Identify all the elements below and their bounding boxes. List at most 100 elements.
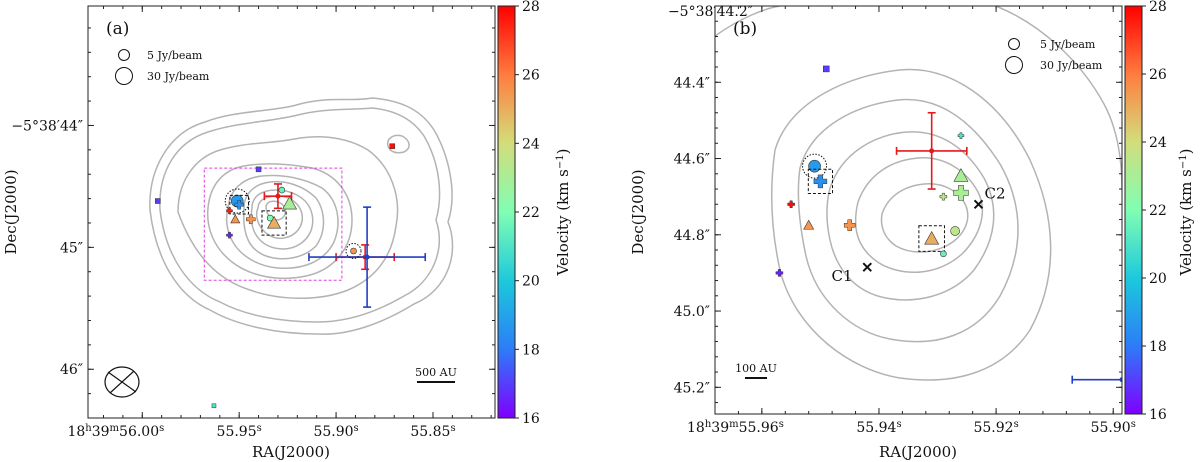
- colorbar-tick-label: 16: [1149, 407, 1167, 423]
- panel-a-frame: [87, 5, 496, 419]
- panel-a-ticks: 18h39m56.00s 55.95s 55.90s 55.85s −5°38′44″ 4…: [11, 6, 495, 440]
- colorbar-label: Velocity (km s−1): [1177, 149, 1195, 277]
- x-tick-label: 18h39m55.96s: [687, 419, 784, 437]
- core-cross-marker: [973, 199, 984, 209]
- x-tick-label: 55.85s: [410, 423, 455, 441]
- y-tick-label: 45.2″: [674, 380, 710, 396]
- source-marker-plus: [953, 185, 969, 201]
- colorbar-tick-label: 24: [1149, 135, 1167, 151]
- colorbar-tick-label: 22: [1149, 203, 1167, 219]
- core-label: C2: [985, 184, 1006, 202]
- x-tick-label: 55.92s: [973, 419, 1018, 437]
- colorbar-label: Velocity (km s−1): [554, 149, 572, 277]
- colorbar-tick-label: 26: [522, 68, 540, 84]
- y-tick-label: −5°38′44″: [11, 118, 83, 134]
- error-cross: [1071, 375, 1122, 384]
- y-tick-label: 44.4″: [674, 75, 710, 91]
- source-marker-plus: [226, 207, 233, 215]
- x-tick-label: 55.90s: [1091, 419, 1136, 437]
- source-marker-circle: [802, 153, 828, 179]
- error-cross: [263, 183, 293, 210]
- size-legend-marker-large: [115, 67, 133, 85]
- colorbar-tick-label: 18: [1149, 339, 1167, 355]
- panel-a: 18h39m56.00s 55.95s 55.90s 55.85s −5°38′44″ 4…: [2, 5, 496, 461]
- size-legend-marker-small: [118, 49, 130, 61]
- colorbar-tick-label: 24: [522, 136, 540, 152]
- source-marker-square: [255, 166, 262, 173]
- source-marker-circle: [266, 214, 274, 222]
- y-tick-label: 44.6″: [674, 152, 710, 168]
- source-marker-triangle: [918, 225, 945, 252]
- size-legend-marker-large: [1005, 56, 1023, 74]
- source-marker-triangle: [230, 214, 241, 224]
- error-cross: [308, 206, 427, 308]
- source-marker-plus: [939, 192, 948, 201]
- colorbar-tick-label: 16: [522, 411, 540, 427]
- core-label: C1: [832, 267, 853, 285]
- source-marker-circle: [940, 250, 947, 258]
- source-marker-circle: [950, 226, 960, 236]
- panel-a-markers: [155, 143, 427, 409]
- y-tick-label: −5°38′44.2″: [668, 4, 753, 20]
- colorbar-tick-label: 20: [1149, 271, 1167, 287]
- size-legend-label-large: 30 Jy/beam: [147, 70, 210, 83]
- panel-b-contours: [715, 6, 1122, 381]
- panel-a-colorbar: 16 18 20 22 24 26 28 Velocity (km s−1): [497, 0, 572, 427]
- panel-b-x-axis-label: RA(J2000): [879, 443, 957, 461]
- panel-a-contours: [149, 97, 454, 335]
- y-tick-label: 45″: [60, 240, 83, 256]
- panel-a-x-axis-label: RA(J2000): [252, 443, 330, 461]
- size-legend-label-small: 5 Jy/beam: [147, 49, 203, 62]
- source-marker-plus: [957, 132, 965, 139]
- panel-b-y-axis-label: Dec(J2000): [629, 169, 647, 254]
- colorbar-tick-label: 18: [522, 342, 540, 358]
- source-marker-square: [823, 65, 830, 73]
- size-legend-label-small: 5 Jy/beam: [1040, 38, 1096, 51]
- source-marker-plus: [843, 219, 856, 232]
- y-tick-label: 46″: [60, 362, 83, 378]
- source-marker-square: [389, 143, 396, 149]
- source-marker-triangle: [261, 210, 287, 236]
- colorbar-tick-label: 22: [522, 205, 540, 221]
- source-marker-circle: [278, 186, 286, 194]
- x-tick-label: 55.95s: [217, 423, 262, 441]
- panel-b-scalebar: 100 AU: [735, 362, 777, 379]
- x-tick-label: 55.90s: [313, 423, 358, 441]
- size-legend-label-large: 30 Jy/beam: [1040, 59, 1103, 72]
- error-cross: [895, 111, 968, 190]
- source-marker-triangle: [803, 219, 815, 230]
- source-marker-triangle: [282, 195, 298, 210]
- x-tick-label: 55.94s: [856, 419, 901, 437]
- panel-b-label: (b): [733, 19, 757, 39]
- panel-b-colorbar: 16 18 20 22 24 26 28 Velocity (km s−1): [1124, 0, 1195, 423]
- y-tick-label: 44.8″: [674, 228, 710, 244]
- colorbar-gradient: [497, 5, 516, 419]
- source-marker-circle: [345, 243, 362, 260]
- source-marker-triangle: [953, 168, 969, 182]
- panel-a-size-legend: 5 Jy/beam 30 Jy/beam: [115, 49, 210, 85]
- source-marker-plus: [775, 269, 784, 277]
- core-cross-marker: [862, 262, 872, 272]
- colorbar-ticks: 16 18 20 22 24 26 28: [515, 0, 540, 427]
- source-marker-plus: [246, 214, 256, 225]
- source-marker-square: [155, 198, 161, 204]
- scalebar-label: 100 AU: [735, 362, 777, 375]
- colorbar-tick-label: 28: [522, 0, 540, 15]
- panel-b-markers: C1 C2: [775, 65, 1122, 384]
- source-marker-plus: [226, 231, 233, 239]
- size-legend-marker-small: [1008, 38, 1020, 50]
- scalebar-label: 500 AU: [415, 366, 457, 379]
- y-tick-label: 45.0″: [674, 304, 710, 320]
- source-marker-plus: [229, 194, 249, 215]
- panel-b-frame: [714, 5, 1123, 415]
- colorbar-tick-label: 28: [1149, 0, 1167, 15]
- colorbar-gradient: [1124, 5, 1143, 415]
- x-tick-label: 18h39m56.00s: [67, 423, 164, 441]
- panel-a-label: (a): [106, 19, 129, 39]
- source-marker-plus: [807, 168, 834, 195]
- beam-ellipse: [104, 366, 140, 398]
- colorbar-ticks: 16 18 20 22 24 26 28: [1142, 0, 1167, 423]
- colorbar-tick-label: 20: [522, 274, 540, 290]
- source-marker-square: [211, 403, 217, 409]
